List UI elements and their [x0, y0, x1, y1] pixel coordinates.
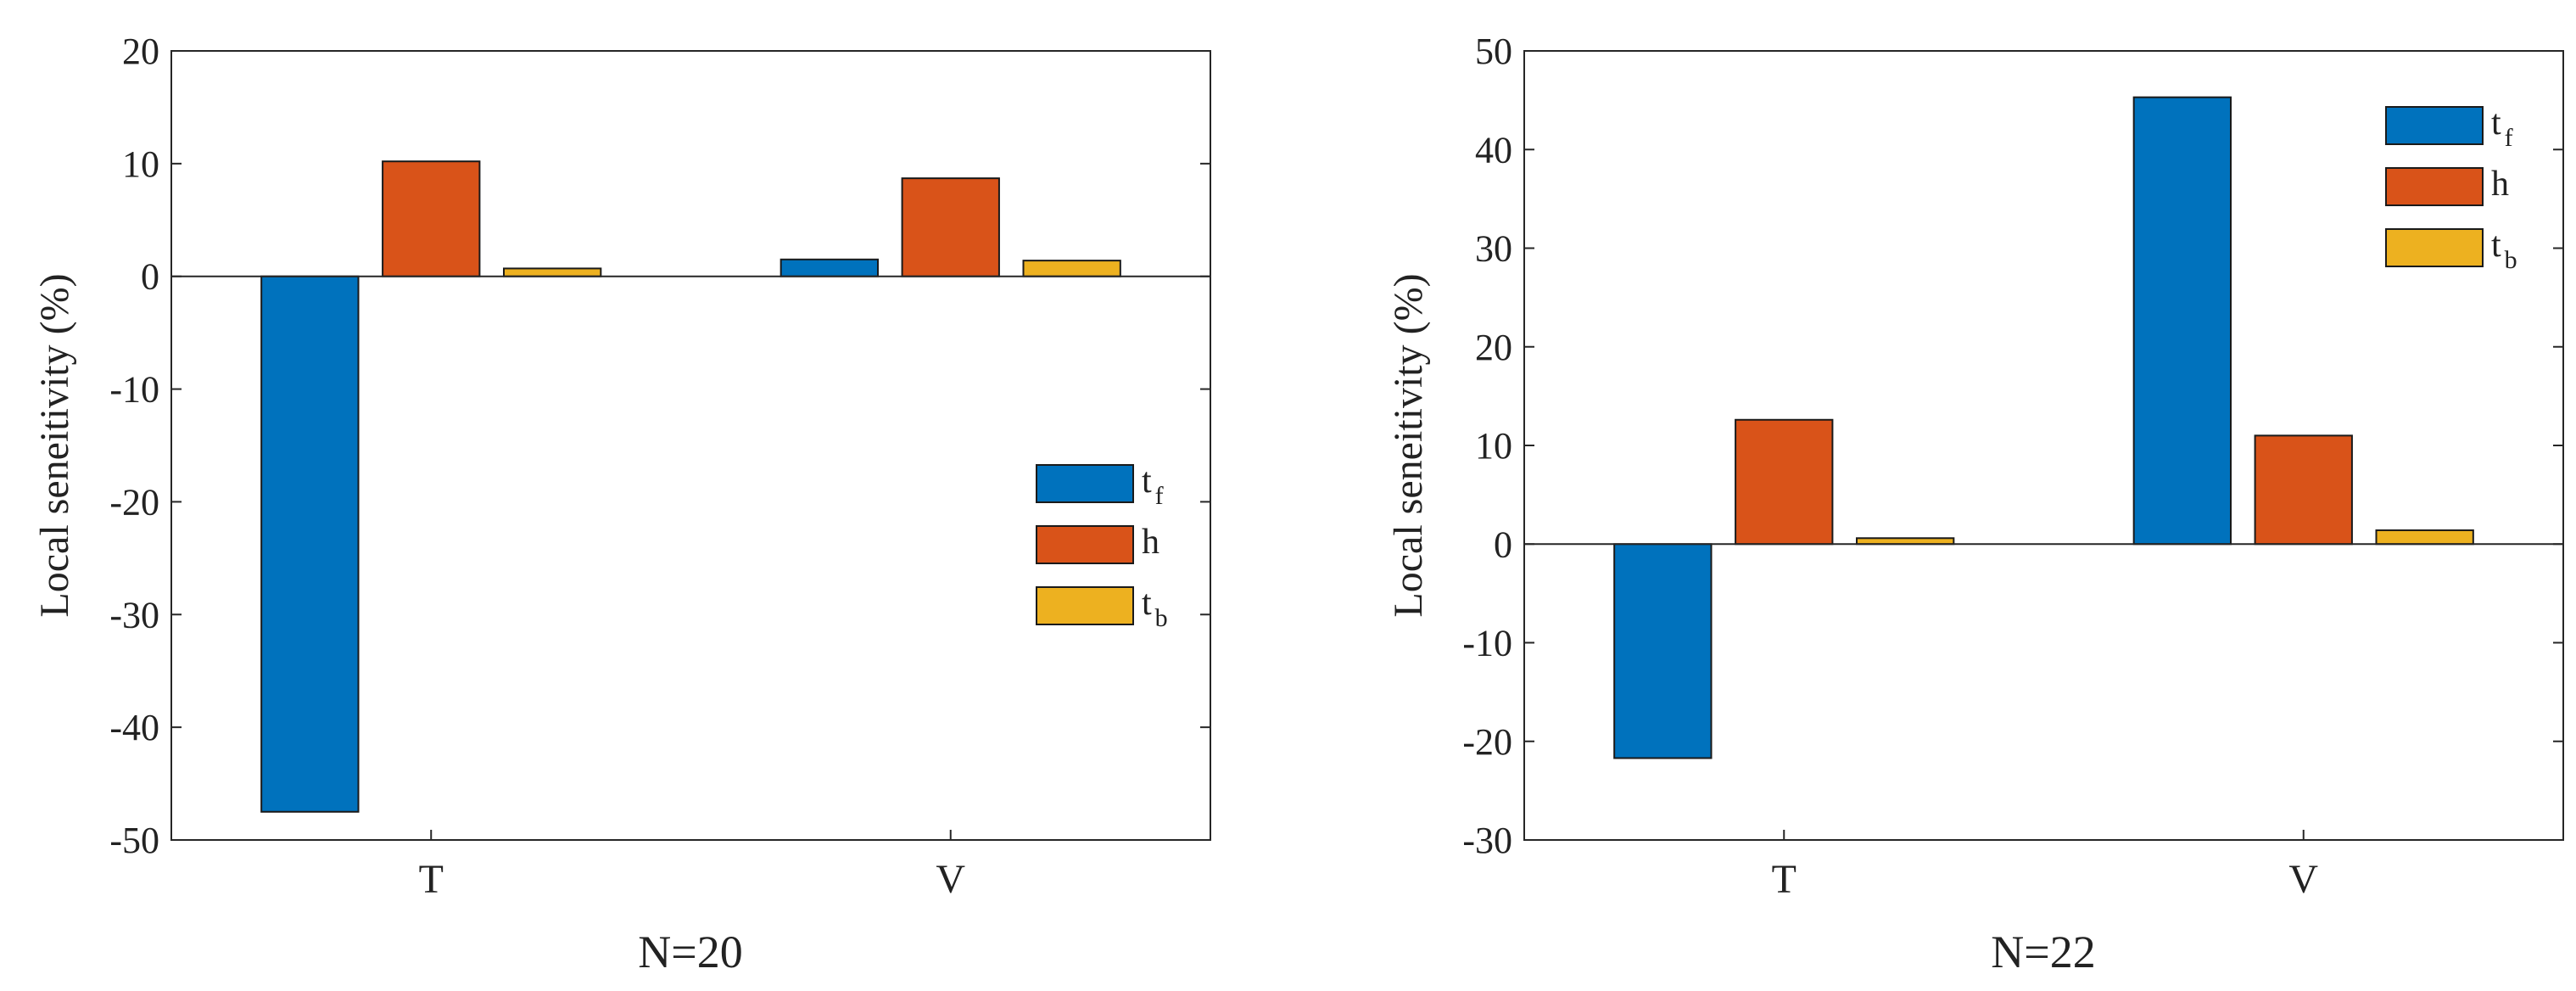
y-tick-label: 10 [1475, 425, 1512, 467]
y-axis-label: Local seneitivity (%) [32, 273, 77, 617]
legend-label-main: t [2491, 226, 2501, 265]
y-axis-label: Local seneitivity (%) [1386, 273, 1431, 617]
legend-swatch-t_f [1036, 464, 1134, 503]
y-tick-label: 30 [1475, 228, 1512, 270]
y-tick-label: -10 [109, 369, 159, 411]
legend-swatch-t_f [2385, 106, 2484, 145]
legend-label-sub: f [1155, 482, 1164, 510]
y-tick-label: -20 [109, 481, 159, 523]
y-tick-label: -30 [1462, 820, 1512, 861]
legend-label-sub: f [2505, 124, 2513, 152]
bar-V-t_f [780, 258, 880, 277]
legend-label-sub: b [2505, 246, 2517, 274]
legend-label-h: h [1142, 523, 1159, 562]
legend-label-main: t [2491, 104, 2501, 143]
y-ticks: 20 10 0 -10 -20 -30 -40 -50 [109, 31, 1210, 861]
y-tick-label: 20 [122, 31, 159, 72]
y-tick-label: 50 [1475, 31, 1512, 72]
legend-label-main: h [1142, 523, 1159, 562]
bar-V-t_b [2375, 529, 2474, 546]
bar-T-h [382, 160, 481, 277]
bar-T-t_b [1856, 537, 1955, 546]
legend-swatch-t_b [2385, 228, 2484, 267]
y-tick-label: 10 [122, 143, 159, 185]
legend-label-sub: b [1155, 604, 1168, 632]
bars-group [1613, 96, 2474, 759]
y-tick-label: 40 [1475, 129, 1512, 171]
bar-T-t_b [503, 267, 602, 277]
bar-V-t_f [2132, 96, 2232, 546]
y-tick-label: 20 [1475, 327, 1512, 368]
x-tick-label: V [2288, 857, 2318, 902]
bar-T-t_f [260, 275, 360, 813]
bars-group [260, 160, 1121, 813]
y-tick-label: -50 [109, 820, 159, 861]
legend-label-main: h [2491, 165, 2509, 204]
bar-V-t_b [1022, 260, 1121, 277]
bar-V-h [2254, 434, 2353, 546]
y-tick-label: -20 [1462, 721, 1512, 763]
y-tick-label: -10 [1462, 623, 1512, 664]
x-axis-label: N=22 [1991, 927, 2095, 977]
legend-swatch-h [2385, 167, 2484, 206]
x-tick-label: T [419, 857, 444, 902]
bar-T-t_f [1613, 543, 1713, 759]
y-ticks: 50 40 30 20 10 0 -10 -20 -30 [1462, 31, 2563, 861]
x-tick-label: T [1772, 857, 1796, 902]
y-tick-label: -40 [109, 707, 159, 748]
y-tick-label: -30 [109, 594, 159, 635]
legend-swatch-t_b [1036, 586, 1134, 625]
legend: t fht b [1036, 462, 1168, 632]
x-axis-label: N=20 [638, 927, 742, 977]
legend-label-main: t [1142, 462, 1152, 501]
y-tick-label: 0 [1494, 523, 1512, 565]
x-tick-label: V [936, 857, 965, 902]
legend-label-main: t [1142, 584, 1152, 623]
legend-swatch-h [1036, 525, 1134, 564]
legend: t fht b [2385, 104, 2517, 274]
bar-T-h [1735, 418, 1834, 546]
axes-frame [170, 50, 1211, 841]
bar-V-h [901, 177, 1000, 277]
y-tick-label: 0 [141, 256, 159, 298]
legend-label-h: h [2491, 165, 2509, 204]
